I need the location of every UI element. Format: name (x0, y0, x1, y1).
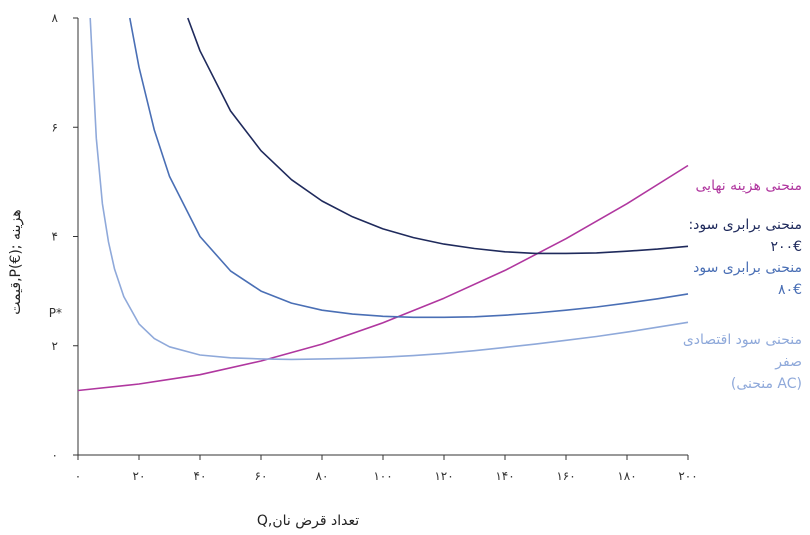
series-line-2 (129, 17, 689, 319)
series-line-3 (89, 17, 689, 361)
y-tick-label: ۲ (52, 339, 58, 353)
series-label-3: صفر (774, 354, 802, 370)
p-star-label: P* (49, 306, 62, 320)
x-tick-label: ۱۸۰ (617, 469, 636, 483)
x-tick-label: ۸۰ (316, 469, 329, 483)
x-tick-label: ۴۰ (194, 469, 207, 483)
axes (73, 17, 689, 460)
y-axis-title: قیمت,P(€); هزینه (8, 209, 24, 314)
x-tick-label: ۰ (75, 469, 81, 483)
series-line-0 (77, 164, 689, 392)
y-tick-label: ۴ (52, 230, 58, 244)
curves (77, 17, 689, 392)
x-tick-label: ۲۰ (133, 469, 146, 483)
series-line-1 (187, 17, 689, 255)
y-tick-label: ۶ (52, 120, 58, 134)
series-label-1: :منحنی برابری سود (688, 217, 802, 233)
x-tick-label: ۲۰۰ (678, 469, 697, 483)
series-label-2: منحنی برابری سود (693, 260, 802, 276)
series-label-3: (منحنی AC) (731, 376, 802, 392)
x-tick-label: ۱۰۰ (373, 469, 392, 483)
x-tick-label: ۱۲۰ (434, 469, 453, 483)
x-axis-title: Q,تعداد قرض نان (257, 513, 359, 529)
y-tick-label: ۰ (52, 448, 58, 462)
curve-labels: منحنی هزینه نهایی :منحنی برابری سود ۲۰۰€ من… (683, 178, 802, 392)
tick-labels: ۰ ۲۰ ۴۰ ۶۰ ۸۰ ۱۰۰ ۱۲۰ ۱۴۰ ۱۶۰ ۱۸۰ ۲۰۰ ۰ ۲ ۴ ۶ ۸ P* (49, 11, 698, 483)
series-label-2: ۸۰€ (778, 282, 802, 298)
x-tick-label: ۶۰ (255, 469, 268, 483)
x-tick-label: ۱۶۰ (556, 469, 575, 483)
y-tick-label: ۸ (52, 11, 59, 25)
x-tick-label: ۱۴۰ (495, 469, 514, 483)
series-label-0: منحنی هزینه نهایی (696, 178, 802, 194)
series-label-1: ۲۰۰€ (771, 239, 802, 255)
series-label-3: منحنی سود اقتصادی (683, 332, 802, 348)
